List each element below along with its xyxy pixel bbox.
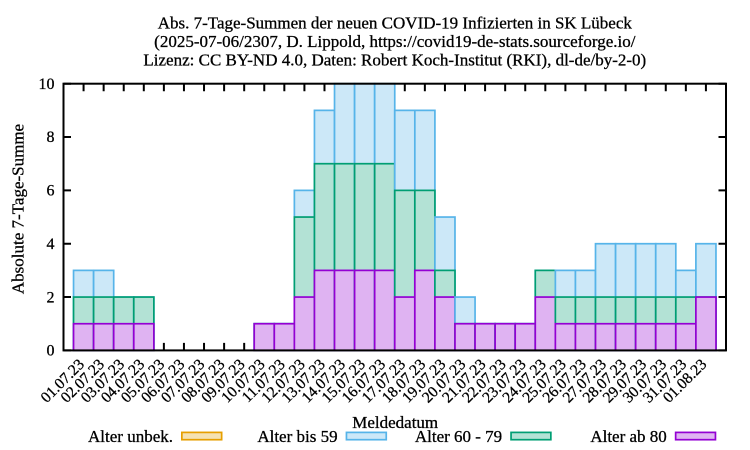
svg-text:Absolute 7-Tage-Summe: Absolute 7-Tage-Summe: [8, 124, 27, 294]
svg-text:4: 4: [47, 236, 55, 253]
svg-text:Alter 60 - 79: Alter 60 - 79: [415, 427, 502, 446]
svg-text:0: 0: [47, 343, 55, 360]
svg-text:(2025-07-06/2307, D. Lippold,: (2025-07-06/2307, D. Lippold, https://co…: [154, 32, 636, 51]
svg-text:Meldedatum: Meldedatum: [352, 413, 438, 432]
svg-text:Lizenz: CC BY-ND 4.0, Daten: R: Lizenz: CC BY-ND 4.0, Daten: Robert Koch…: [143, 51, 646, 70]
svg-text:Abs. 7-Tage-Summen der neuen C: Abs. 7-Tage-Summen der neuen COVID-19 In…: [158, 13, 633, 32]
svg-text:Alter unbek.: Alter unbek.: [88, 427, 173, 446]
svg-text:6: 6: [47, 183, 55, 200]
svg-text:Alter bis 59: Alter bis 59: [257, 427, 337, 446]
svg-text:10: 10: [39, 76, 55, 93]
svg-text:2: 2: [47, 289, 55, 306]
svg-text:8: 8: [47, 129, 55, 146]
svg-text:Alter ab 80: Alter ab 80: [590, 427, 666, 446]
